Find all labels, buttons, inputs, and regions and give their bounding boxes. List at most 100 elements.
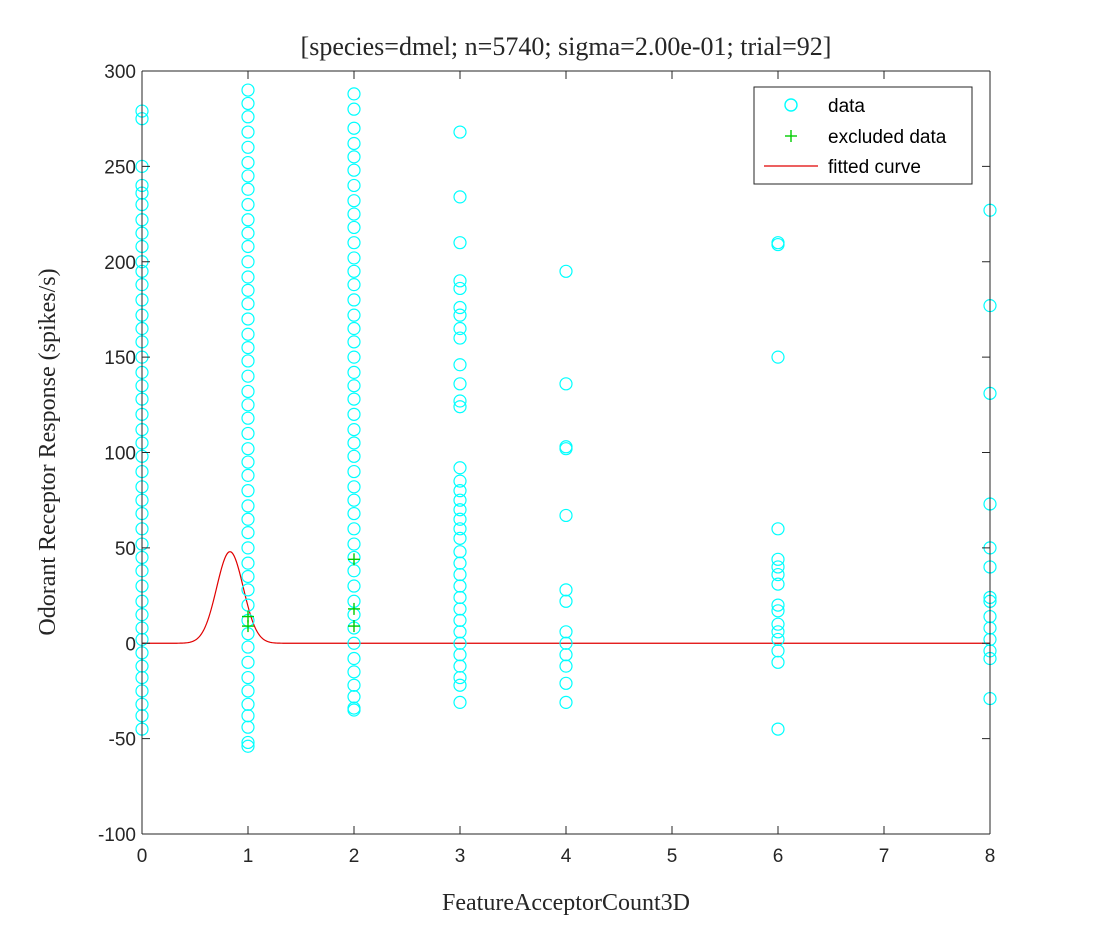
y-tick-label: -50 [109,730,136,751]
data-point [241,110,255,124]
data-point [241,83,255,97]
data-point [453,331,467,345]
y-tick-label: 0 [125,634,136,655]
data-point [241,239,255,254]
legend: data excluded data fitted curve [753,86,973,185]
data-point [241,455,255,469]
data-point [241,640,255,654]
data-point [559,659,573,673]
legend-data-label: data [828,96,865,117]
data-point [347,449,361,463]
data-point [453,503,467,517]
data-point [241,354,255,368]
data-point [347,293,361,307]
data-point [453,695,467,709]
data-point [453,484,467,498]
data-point [453,125,467,139]
data-point [347,87,361,101]
data-point [241,327,255,341]
data-point [241,96,255,111]
y-tick-labels: -100 -50 0 50 100 150 200 250 300 [98,62,136,846]
y-tick-label: 150 [104,348,136,369]
data-point [559,377,573,391]
y-axis-label: Odorant Receptor Response (spikes/s) [35,268,61,635]
data-point [453,461,467,475]
data-point [347,423,361,437]
data-point [453,236,467,250]
data-point [771,567,785,582]
data-point [241,411,255,425]
data-point [347,579,361,593]
fitted-curve-line [142,551,990,644]
data-point [771,560,785,574]
data-point [347,407,361,421]
data-point [241,297,255,311]
axes [141,70,991,835]
data-point [241,583,255,597]
excluded-point [242,620,254,633]
data-point [453,377,467,391]
data-point [241,312,255,326]
excluded-point [348,620,360,633]
data-point [347,506,361,521]
legend-data-marker [784,98,798,112]
data-point [453,522,467,536]
data-point [347,464,361,479]
data-point [347,194,361,208]
fitted-curve-series [142,551,990,644]
data-point [241,739,255,753]
chart-title: [species=dmel; n=5740; sigma=2.00e-01; t… [301,32,832,61]
data-point [347,703,361,717]
data-point [347,392,361,406]
data-point [771,617,785,631]
y-tick-label: 50 [115,539,136,560]
data-point [347,480,361,494]
data-point [241,255,255,269]
data-point [347,136,361,151]
data-point [347,278,361,292]
data-point [347,522,361,536]
data-point [241,155,255,170]
data-point [559,508,573,523]
data-point [241,169,255,183]
x-tick-label: 2 [349,846,360,867]
data-point [347,178,361,193]
data-point [347,207,361,221]
data-point [347,379,361,393]
excluded-point [348,553,360,566]
y-tick-label: -100 [98,825,136,846]
data-point [347,636,361,650]
data-point [453,493,467,507]
y-tick-label: 250 [104,157,136,178]
data-point [241,213,255,227]
data-point [453,321,467,336]
data-point [559,695,573,709]
data-point [347,365,361,379]
data-point [771,722,785,736]
x-tick-label: 5 [667,846,678,867]
data-point [453,308,467,322]
data-point [241,384,255,399]
data-point [241,541,255,555]
x-axis-label: FeatureAcceptorCount3D [442,890,690,916]
excluded-data-series [242,553,360,633]
data-point [241,735,255,750]
data-point [241,526,255,540]
data-point [347,102,361,116]
data-point [241,720,255,734]
data-point [241,140,255,154]
legend-fit-label: fitted curve [828,157,921,178]
data-point [453,400,467,414]
x-tick-labels: 0 1 2 3 4 5 6 7 8 [137,846,996,867]
data-point [241,340,255,355]
data-point [771,350,785,364]
data-point [559,264,573,278]
data-point [241,684,255,698]
x-tick-label: 0 [137,846,148,867]
data-point [771,522,785,536]
excluded-point [348,602,360,615]
data-point [241,270,255,284]
x-tick-label: 8 [985,846,996,867]
legend-excluded-label: excluded data [828,127,947,148]
